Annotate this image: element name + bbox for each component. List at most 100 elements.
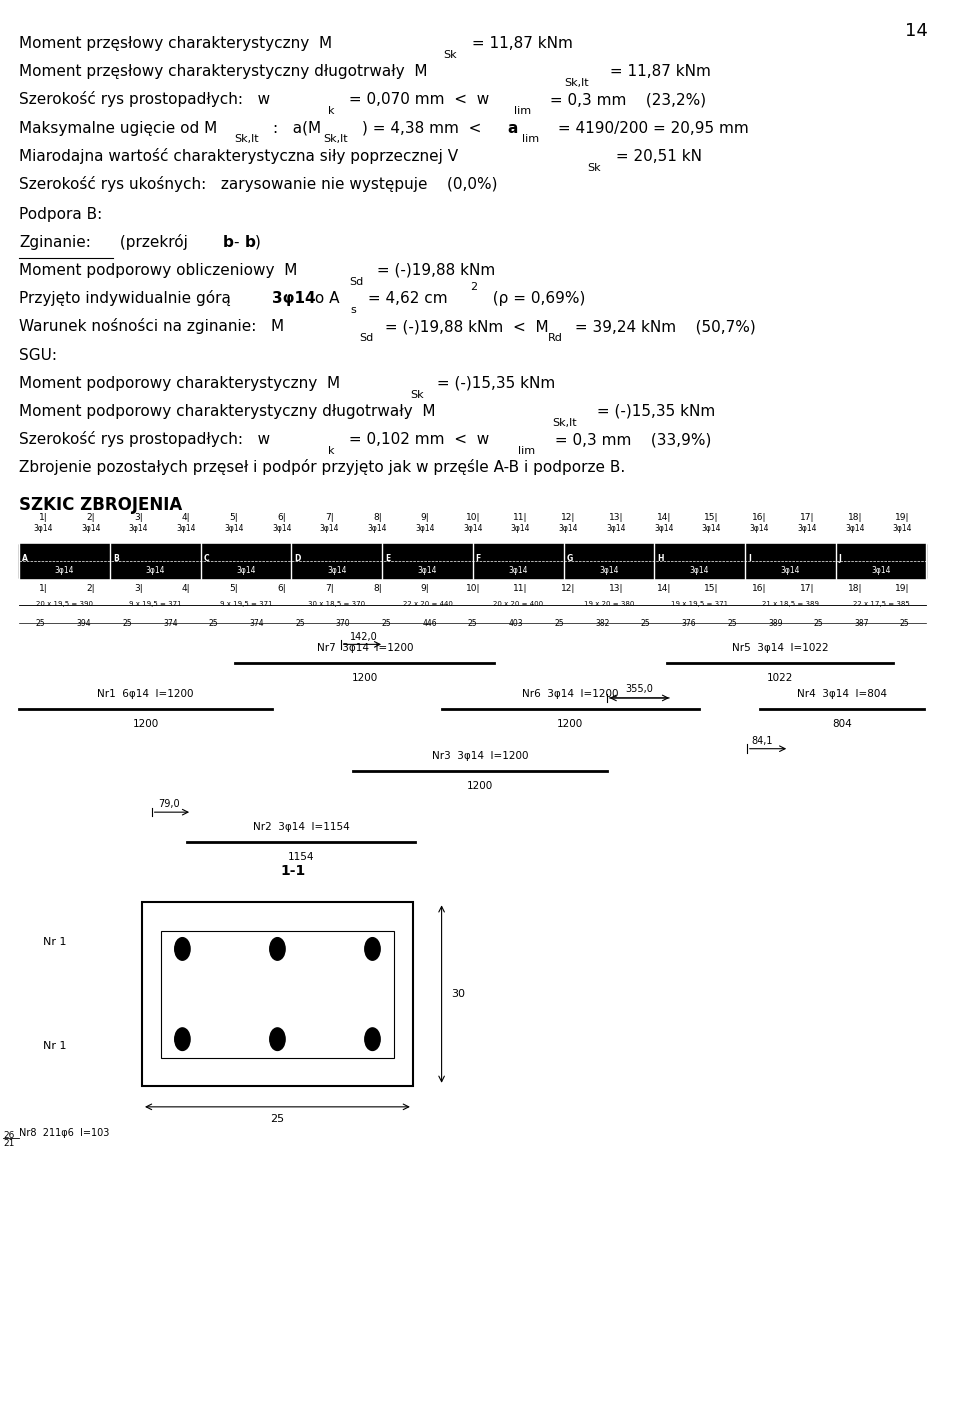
- Text: 6|: 6|: [277, 513, 286, 522]
- Text: 14|: 14|: [657, 513, 671, 522]
- Text: 2|: 2|: [86, 584, 95, 592]
- Text: Sk: Sk: [444, 49, 457, 59]
- Text: 3φ14: 3φ14: [511, 525, 530, 533]
- Text: 3φ14: 3φ14: [146, 567, 165, 575]
- Text: 3|: 3|: [134, 584, 143, 592]
- Circle shape: [175, 938, 190, 960]
- Text: 25: 25: [295, 619, 305, 627]
- Text: = 0,070 mm  <  w: = 0,070 mm < w: [344, 92, 489, 107]
- Bar: [142, 902, 413, 1086]
- Text: 22 x 20 = 440: 22 x 20 = 440: [402, 601, 452, 606]
- Text: Warunek nośności na zginanie:   M: Warunek nośności na zginanie: M: [19, 319, 284, 334]
- Text: 16|: 16|: [752, 584, 766, 592]
- Text: 355,0: 355,0: [625, 684, 654, 694]
- Text: 389: 389: [768, 619, 782, 627]
- Text: = 0,3 mm    (23,2%): = 0,3 mm (23,2%): [545, 92, 707, 107]
- Text: Nr6  3φ14  l=1200: Nr6 3φ14 l=1200: [522, 689, 618, 699]
- Text: a: a: [507, 120, 517, 135]
- Text: 1-1: 1-1: [280, 864, 305, 878]
- Text: SZKIC ZBROJENIA: SZKIC ZBROJENIA: [19, 496, 182, 515]
- Text: Nr1  6φ14  l=1200: Nr1 6φ14 l=1200: [97, 689, 194, 699]
- Text: 3φ14: 3φ14: [236, 567, 255, 575]
- Text: 25: 25: [36, 619, 46, 627]
- Text: Przyjęto indywidualnie górą: Przyjęto indywidualnie górą: [19, 290, 236, 306]
- Text: Moment podporowy charakterystyczny  M: Moment podporowy charakterystyczny M: [19, 375, 341, 391]
- Text: 3φ14: 3φ14: [416, 525, 435, 533]
- Text: Moment podporowy obliczeniowy  M: Moment podporowy obliczeniowy M: [19, 262, 298, 278]
- Bar: [19, 544, 926, 578]
- Text: 446: 446: [422, 619, 437, 627]
- Text: Nr 1: Nr 1: [43, 936, 66, 948]
- Text: 3φ14: 3φ14: [320, 525, 339, 533]
- Text: G: G: [566, 554, 573, 563]
- Text: 17|: 17|: [800, 584, 814, 592]
- Text: 10|: 10|: [466, 513, 480, 522]
- Text: k: k: [328, 446, 335, 455]
- Text: = (-)15,35 kNm: = (-)15,35 kNm: [432, 375, 555, 391]
- Text: F: F: [476, 554, 481, 563]
- Text: Nr2  3φ14  l=1154: Nr2 3φ14 l=1154: [252, 822, 349, 832]
- Text: (ρ = 0,69%): (ρ = 0,69%): [483, 290, 586, 306]
- Text: 18|: 18|: [848, 584, 862, 592]
- Text: 3φ14: 3φ14: [845, 525, 865, 533]
- Text: 9 x 19,5 = 371: 9 x 19,5 = 371: [129, 601, 181, 606]
- Text: 79,0: 79,0: [158, 799, 180, 809]
- Text: b: b: [223, 234, 233, 250]
- Text: Szerokość rys ukośnych:   zarysowanie nie występuje    (0,0%): Szerokość rys ukośnych: zarysowanie nie …: [19, 176, 497, 192]
- Text: 10|: 10|: [466, 584, 480, 592]
- Text: 1200: 1200: [557, 719, 584, 729]
- Text: Sd: Sd: [349, 276, 364, 286]
- Text: lim: lim: [514, 106, 531, 116]
- Text: 15|: 15|: [705, 584, 719, 592]
- Text: 11|: 11|: [514, 584, 528, 592]
- Text: 394: 394: [77, 619, 91, 627]
- Text: 5|: 5|: [229, 584, 238, 592]
- Text: ) = 4,38 mm  <: ) = 4,38 mm <: [362, 120, 492, 135]
- Text: 3φ14: 3φ14: [607, 525, 626, 533]
- Text: 21: 21: [3, 1139, 14, 1148]
- Text: 7|: 7|: [325, 513, 334, 522]
- Text: Nr 1: Nr 1: [43, 1041, 66, 1052]
- Text: 5|: 5|: [229, 513, 238, 522]
- Text: 22 x 17,5 = 385: 22 x 17,5 = 385: [852, 601, 909, 606]
- Text: = 0,3 mm    (33,9%): = 0,3 mm (33,9%): [550, 431, 711, 447]
- Text: = 11,87 kNm: = 11,87 kNm: [605, 63, 710, 79]
- Text: 1200: 1200: [351, 673, 378, 682]
- Text: Sk: Sk: [410, 389, 423, 399]
- Text: A: A: [22, 554, 28, 563]
- Text: lim: lim: [522, 134, 540, 144]
- Text: -: -: [233, 234, 239, 250]
- Text: 3φ14: 3φ14: [559, 525, 578, 533]
- Text: 2: 2: [470, 282, 477, 292]
- Text: 25: 25: [381, 619, 392, 627]
- Text: k: k: [328, 106, 335, 116]
- Text: 2|: 2|: [86, 513, 95, 522]
- Text: = 39,24 kNm    (50,7%): = 39,24 kNm (50,7%): [570, 319, 756, 334]
- Text: lim: lim: [518, 446, 536, 455]
- Text: 8|: 8|: [372, 513, 382, 522]
- Text: :   a(M: : a(M: [273, 120, 321, 135]
- Text: Sk,lt: Sk,lt: [552, 417, 577, 427]
- Text: 26: 26: [3, 1131, 14, 1139]
- Text: 3φ14: 3φ14: [177, 525, 196, 533]
- Text: 17|: 17|: [800, 513, 814, 522]
- Text: 25: 25: [900, 619, 910, 627]
- Text: 25: 25: [468, 619, 478, 627]
- Text: 16|: 16|: [752, 513, 766, 522]
- Text: 3φ14: 3φ14: [702, 525, 721, 533]
- Text: = (-)15,35 kNm: = (-)15,35 kNm: [592, 403, 715, 419]
- Text: 3φ14: 3φ14: [81, 525, 101, 533]
- Text: 3φ14: 3φ14: [872, 567, 891, 575]
- Text: 9|: 9|: [420, 584, 429, 592]
- Text: Sd: Sd: [359, 333, 373, 343]
- Text: 3φ14: 3φ14: [55, 567, 74, 575]
- Text: Miarodajna wartość charakterystyczna siły poprzecznej V: Miarodajna wartość charakterystyczna sił…: [19, 148, 458, 164]
- Text: 20 x 20 = 400: 20 x 20 = 400: [493, 601, 543, 606]
- Text: 25: 25: [554, 619, 564, 627]
- Text: 3φ14: 3φ14: [509, 567, 528, 575]
- Text: SGU:: SGU:: [19, 347, 58, 362]
- Text: 403: 403: [509, 619, 523, 627]
- Text: Nr3  3φ14  l=1200: Nr3 3φ14 l=1200: [432, 752, 528, 761]
- Text: 13|: 13|: [609, 584, 623, 592]
- Text: 3φ14: 3φ14: [780, 567, 800, 575]
